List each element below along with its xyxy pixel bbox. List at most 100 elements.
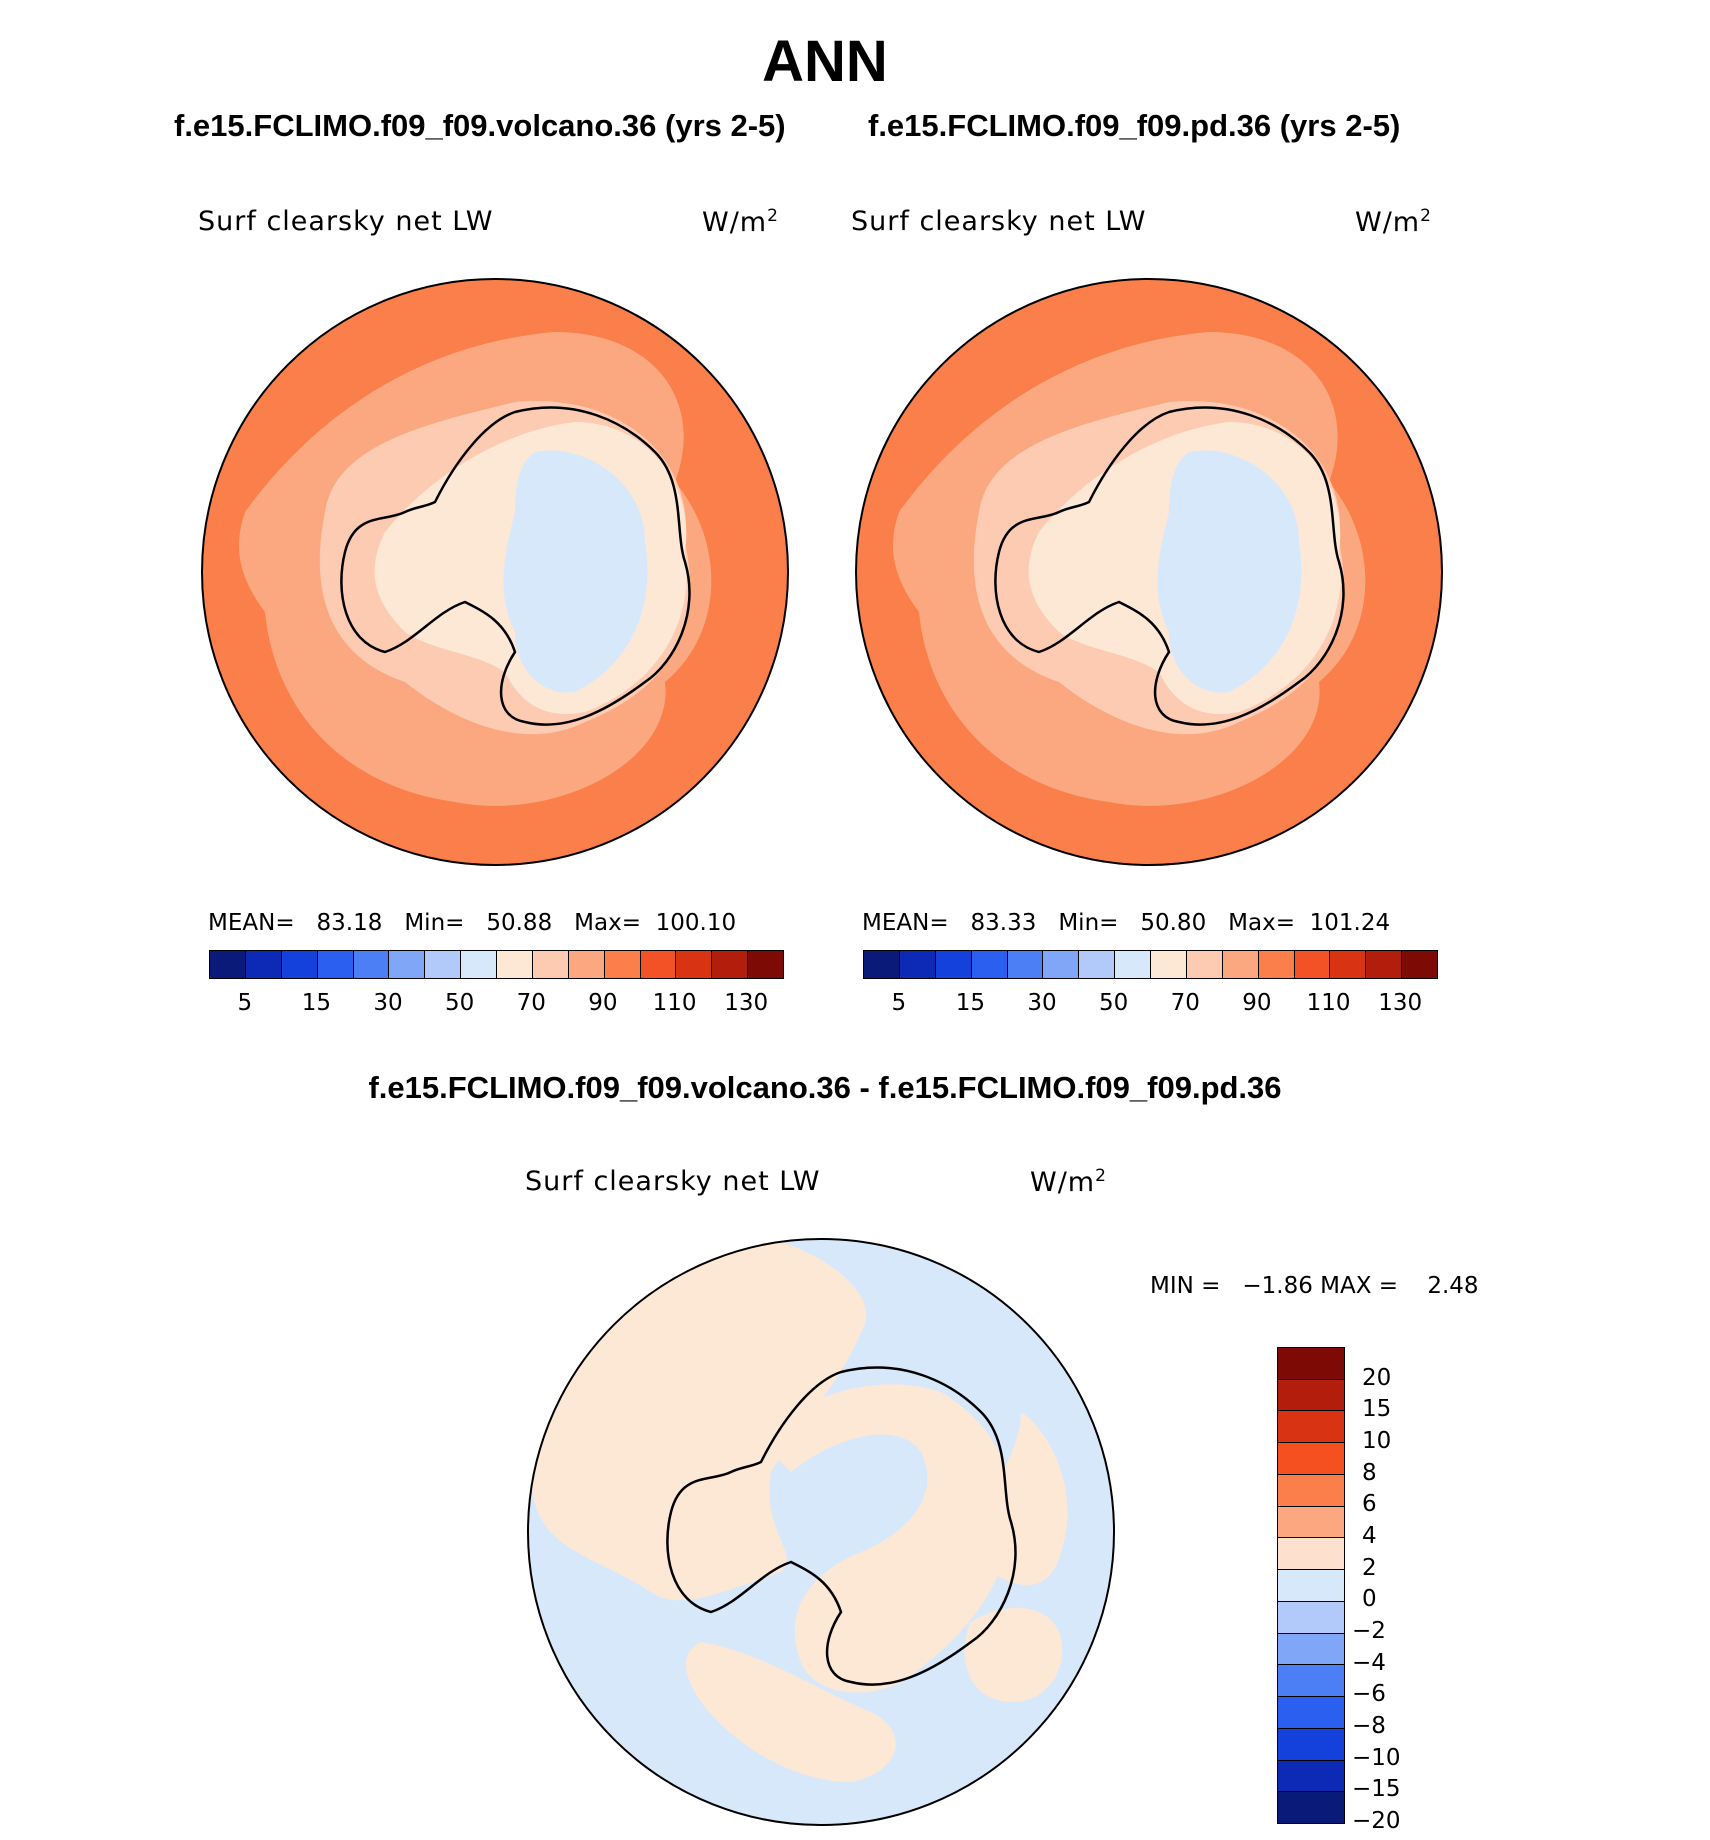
panel-1-colorbar-swatch	[532, 951, 569, 978]
diff-colorbar-swatch	[1278, 1570, 1344, 1602]
panel-2-colorbar-swatch	[1007, 951, 1044, 978]
panel-2-variable-label: Surf clearsky net LW	[851, 206, 1147, 237]
diff-colorbar-tick-label: 10	[1362, 1428, 1392, 1454]
panel-2-colorbar-swatch	[1186, 951, 1223, 978]
diff-colorbar-tick-label: 2	[1362, 1554, 1377, 1581]
diff-colorbar-swatch	[1278, 1379, 1344, 1412]
panel-1-stats: MEAN= 83.18 Min= 50.88 Max= 100.10	[208, 910, 737, 936]
panel-2-polar-map	[849, 272, 1449, 872]
diff-colorbar-ticks: 20 15 10 8 6 4 2 0 −2 −4 −6 −8 −10 −15 −20	[1352, 1347, 1432, 1834]
panel-2-colorbar-swatch	[1222, 951, 1259, 978]
panel-1-colorbar-tick-label: 130	[724, 990, 769, 1016]
panel-2-colorbar	[863, 950, 1438, 979]
diff-colorbar-tick-label: −15	[1352, 1776, 1401, 1803]
diff-units-label: W/m2	[1030, 1166, 1107, 1198]
panel-2-colorbar-tick-label: 110	[1306, 990, 1351, 1016]
panel-1-colorbar-swatch	[245, 951, 282, 978]
panel-2-colorbar-swatch	[1330, 951, 1367, 978]
panel-1-colorbar-tick-label: 15	[301, 990, 332, 1016]
panel-2-colorbar-swatch	[1043, 951, 1080, 978]
panel-1-case-title: f.e15.FCLIMO.f09_f09.volcano.36 (yrs 2-5…	[174, 108, 786, 143]
diff-colorbar-swatch	[1278, 1697, 1344, 1729]
diff-colorbar-tick-label: −6	[1352, 1681, 1386, 1708]
panel-1-colorbar-swatch	[353, 951, 390, 978]
panel-1-colorbar-swatch	[317, 951, 354, 978]
panel-1-colorbar-swatch	[497, 951, 533, 978]
panel-2-colorbar-swatch	[971, 951, 1008, 978]
diff-variable-label: Surf clearsky net LW	[525, 1166, 821, 1197]
diff-colorbar-tick-label: −20	[1352, 1808, 1401, 1834]
panel-2-colorbar-swatch	[1115, 951, 1151, 978]
diff-colorbar-swatch	[1278, 1601, 1344, 1634]
diff-colorbar-tick-label: −8	[1352, 1713, 1386, 1739]
diff-colorbar-swatch	[1278, 1411, 1344, 1444]
panel-2-colorbar-tick-label: 90	[1242, 990, 1272, 1016]
panel-1-colorbar-ticks: 5 15 30 50 70 90 110 130	[209, 990, 782, 1020]
panel-2-colorbar-swatch	[1294, 951, 1331, 978]
panel-1-colorbar-swatch	[568, 951, 605, 978]
panel-2-colorbar-swatch	[1079, 951, 1116, 978]
panel-1-colorbar-tick-label: 30	[373, 990, 403, 1016]
diff-title: f.e15.FCLIMO.f09_f09.volcano.36 - f.e15.…	[368, 1070, 1282, 1105]
diff-colorbar-swatch	[1278, 1443, 1344, 1475]
diff-colorbar-swatch	[1278, 1792, 1344, 1824]
panel-1-colorbar-swatch	[604, 951, 641, 978]
diff-colorbar-tick-label: 4	[1362, 1523, 1377, 1549]
panel-2-case-title: f.e15.FCLIMO.f09_f09.pd.36 (yrs 2-5)	[868, 108, 1401, 143]
diff-colorbar	[1277, 1347, 1345, 1824]
panel-1-colorbar-tick-label: 90	[588, 990, 618, 1016]
panel-1-colorbar-tick-label: 110	[652, 990, 697, 1016]
panel-2-colorbar-swatch	[864, 951, 900, 978]
diff-colorbar-tick-label: −2	[1352, 1618, 1386, 1644]
panel-1-colorbar-swatch	[425, 951, 462, 978]
panel-1-colorbar-swatch	[712, 951, 749, 978]
diff-colorbar-tick-label: 6	[1362, 1491, 1377, 1518]
panel-2-colorbar-swatch	[1151, 951, 1187, 978]
panel-2-colorbar-swatch	[1402, 951, 1437, 978]
panel-2-colorbar-tick-label: 70	[1170, 990, 1200, 1016]
diff-colorbar-swatch	[1278, 1474, 1344, 1507]
diff-colorbar-tick-label: 8	[1362, 1459, 1377, 1486]
panel-2-stats: MEAN= 83.33 Min= 50.80 Max= 101.24	[862, 910, 1391, 936]
panel-2-colorbar-swatch	[1258, 951, 1295, 978]
panel-1-colorbar-swatch	[676, 951, 713, 978]
panel-1-colorbar-swatch	[748, 951, 783, 978]
diff-colorbar-swatch	[1278, 1538, 1344, 1571]
panel-1-colorbar-swatch	[281, 951, 318, 978]
diff-colorbar-swatch	[1278, 1665, 1344, 1698]
panel-1-colorbar-swatch	[389, 951, 426, 978]
panel-2-colorbar-swatch	[935, 951, 972, 978]
panel-1-units-label: W/m2	[702, 206, 779, 238]
panel-1-colorbar-tick-label: 50	[445, 990, 475, 1016]
diff-colorbar-swatch	[1278, 1506, 1344, 1539]
panel-2-colorbar-swatch	[1366, 951, 1403, 978]
panel-1-polar-map	[195, 272, 795, 872]
diff-colorbar-swatch	[1278, 1348, 1344, 1380]
diff-colorbar-tick-label: 15	[1362, 1396, 1392, 1423]
panel-1-colorbar	[209, 950, 784, 979]
diff-colorbar-swatch	[1278, 1633, 1344, 1666]
diff-stats: MIN = −1.86 MAX = 2.48	[1150, 1273, 1479, 1299]
panel-2-colorbar-tick-label: 5	[891, 990, 907, 1016]
diff-colorbar-tick-label: 0	[1362, 1586, 1377, 1613]
panel-1-colorbar-tick-label: 5	[237, 990, 253, 1016]
panel-1-colorbar-swatch	[210, 951, 246, 978]
diff-colorbar-tick-label: −4	[1352, 1649, 1386, 1676]
diff-colorbar-tick-label: 20	[1362, 1364, 1392, 1391]
panel-2-colorbar-ticks: 5 15 30 50 70 90 110 130	[863, 990, 1436, 1020]
main-title: ANN	[762, 29, 888, 94]
diff-polar-map	[521, 1232, 1121, 1832]
panel-1-colorbar-swatch	[461, 951, 497, 978]
panel-2-colorbar-tick-label: 130	[1378, 990, 1423, 1016]
panel-2-colorbar-swatch	[899, 951, 936, 978]
diff-colorbar-swatch	[1278, 1728, 1344, 1761]
diff-colorbar-tick-label: −10	[1352, 1744, 1401, 1771]
panel-2-units-label: W/m2	[1355, 206, 1432, 238]
panel-1-colorbar-tick-label: 70	[516, 990, 546, 1016]
panel-1-colorbar-swatch	[640, 951, 677, 978]
panel-2-colorbar-tick-label: 50	[1099, 990, 1129, 1016]
diff-colorbar-swatch	[1278, 1760, 1344, 1793]
panel-1-variable-label: Surf clearsky net LW	[198, 206, 494, 237]
panel-2-colorbar-tick-label: 15	[955, 990, 986, 1016]
panel-2-colorbar-tick-label: 30	[1027, 990, 1057, 1016]
